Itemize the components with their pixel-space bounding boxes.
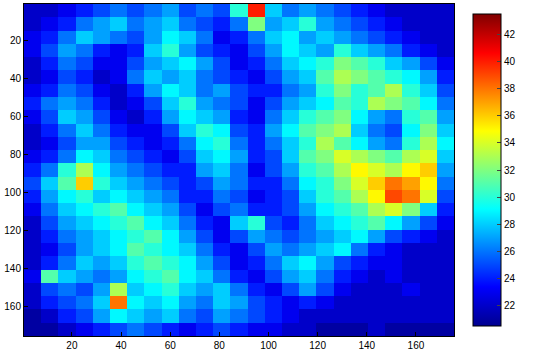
- svg-text:60: 60: [165, 340, 177, 351]
- svg-text:140: 140: [358, 340, 375, 351]
- svg-text:22: 22: [504, 300, 516, 311]
- svg-text:40: 40: [504, 56, 516, 67]
- svg-text:36: 36: [504, 110, 516, 121]
- svg-text:140: 140: [4, 263, 21, 274]
- svg-text:32: 32: [504, 165, 516, 176]
- svg-text:28: 28: [504, 219, 516, 230]
- svg-text:80: 80: [10, 149, 22, 160]
- svg-text:26: 26: [504, 246, 516, 257]
- svg-text:160: 160: [4, 301, 21, 312]
- svg-text:20: 20: [10, 35, 22, 46]
- svg-text:60: 60: [10, 111, 22, 122]
- svg-text:80: 80: [214, 340, 226, 351]
- svg-text:42: 42: [504, 29, 516, 40]
- svg-text:34: 34: [504, 137, 516, 148]
- svg-text:38: 38: [504, 83, 516, 94]
- svg-text:30: 30: [504, 192, 516, 203]
- svg-text:120: 120: [4, 225, 21, 236]
- svg-text:160: 160: [408, 340, 425, 351]
- svg-text:40: 40: [10, 73, 22, 84]
- svg-text:24: 24: [504, 273, 516, 284]
- svg-text:20: 20: [66, 340, 78, 351]
- svg-text:100: 100: [260, 340, 277, 351]
- svg-text:40: 40: [115, 340, 127, 351]
- svg-text:120: 120: [309, 340, 326, 351]
- svg-text:100: 100: [4, 187, 21, 198]
